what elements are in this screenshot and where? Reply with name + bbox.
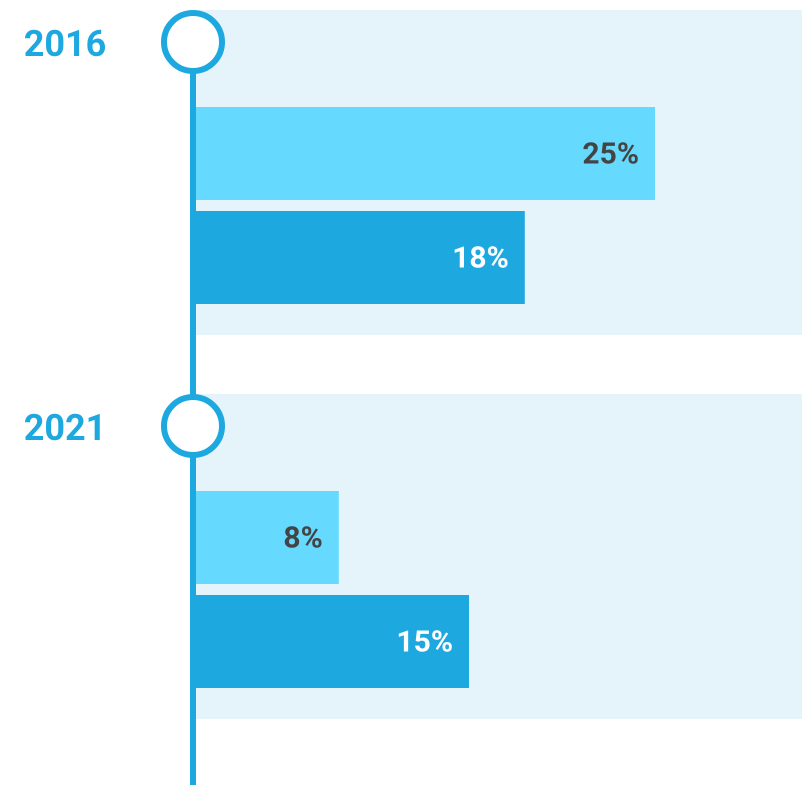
bar <box>190 595 469 688</box>
bar <box>190 107 655 200</box>
category-label: 2016 <box>24 23 107 65</box>
value-label: 8% <box>283 521 322 556</box>
category-label: 2021 <box>24 407 107 449</box>
timeline-node <box>161 10 225 74</box>
value-label: 15% <box>396 625 453 660</box>
bar <box>190 491 339 584</box>
value-label: 25% <box>582 137 639 172</box>
timeline-node <box>161 394 225 458</box>
value-label: 18% <box>452 241 509 276</box>
bar <box>190 211 525 304</box>
